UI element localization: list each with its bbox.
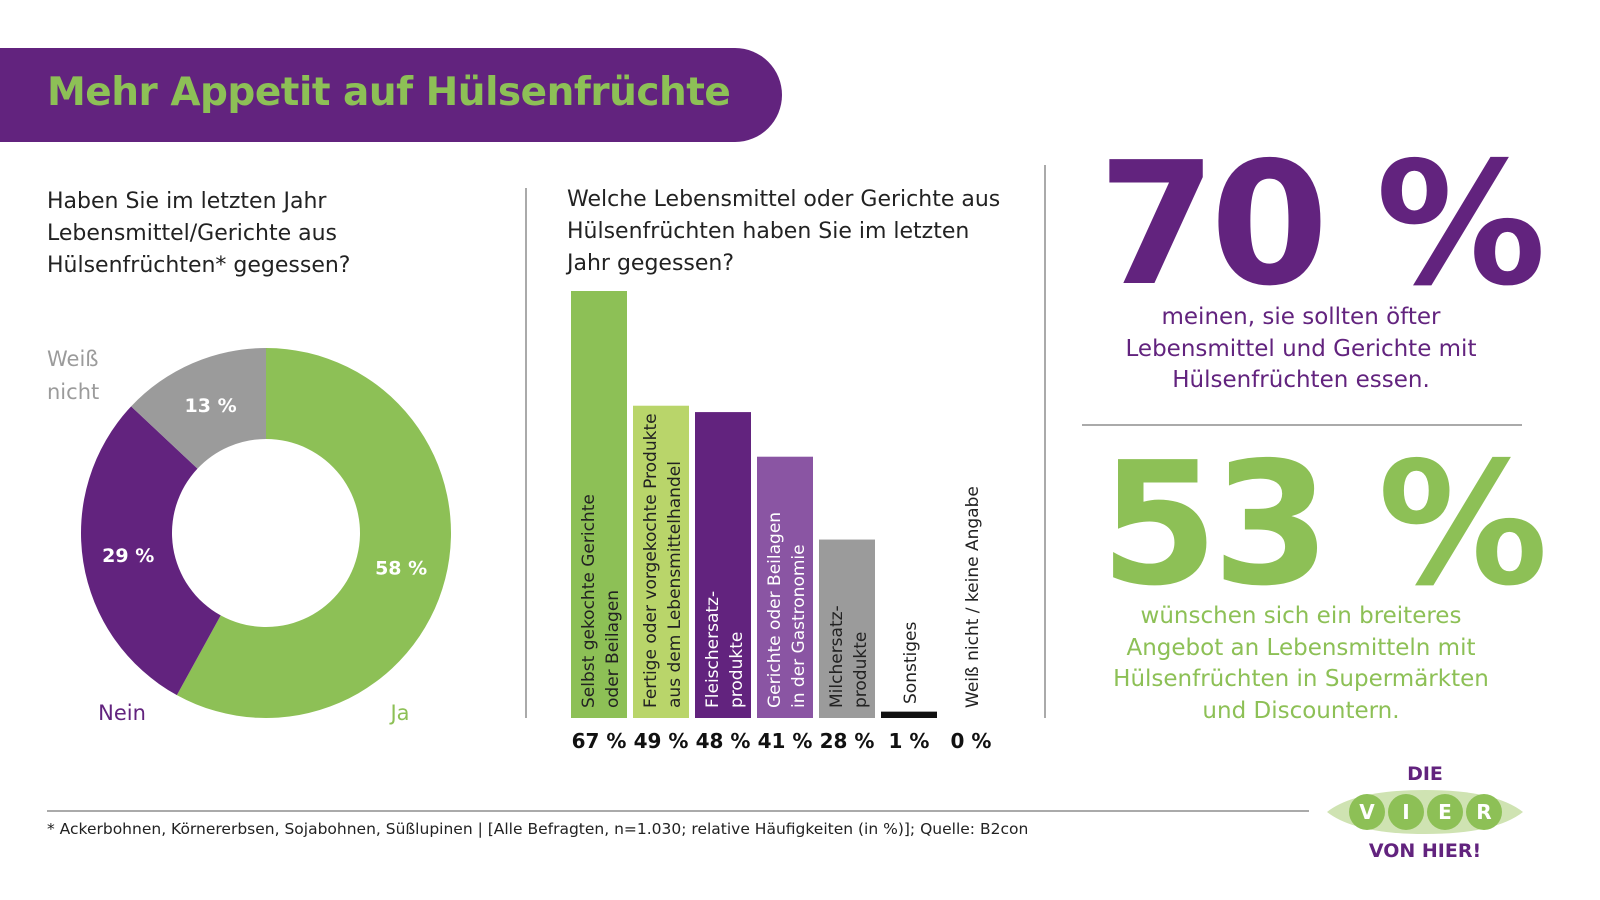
stat-70-text: meinen, sie sollten öfter Lebensmittel u… (1071, 302, 1531, 397)
stat-53-line: Angebot an Lebensmitteln mit (1126, 634, 1476, 661)
donut-category-label: nicht (47, 380, 99, 404)
stat-70-value: 70 % (1098, 126, 1546, 324)
divider-left (525, 188, 527, 718)
bar (633, 405, 689, 718)
donut-slice (80, 406, 221, 696)
bar (571, 291, 627, 718)
page-title: Mehr Appetit auf Hülsenfrüchte (47, 70, 731, 115)
donut-value-label: 13 % (185, 395, 237, 417)
logo-pea-letter: R (1476, 800, 1491, 824)
bar-value-label: 1 % (889, 729, 930, 753)
stat-53-line: wünschen sich ein breiteres (1140, 603, 1462, 629)
bar-category-label: in der Gastronomie (789, 544, 809, 708)
stats-divider (1082, 424, 1522, 426)
donut-category-label: Ja (388, 701, 409, 725)
bar-category-label: Weiß nicht / keine Angabe (963, 486, 983, 708)
logo-top-text: DIE (1407, 763, 1443, 785)
bar-category-label: Gerichte oder Beilagen (765, 512, 785, 708)
donut-slice (176, 348, 451, 718)
donut-slice (131, 348, 266, 469)
stat-70-line: Lebensmittel und Gerichte mit (1125, 335, 1477, 362)
bar-category-label: produkte (851, 632, 871, 708)
logo-pea (1349, 794, 1385, 830)
footnote: * Ackerbohnen, Körnererbsen, Sojabohnen,… (47, 820, 1029, 838)
bar-value-label: 0 % (951, 729, 992, 753)
bar-category-label: Selbst gekochte Gerichte (579, 494, 599, 708)
bar-category-label: Fleischersatz- (703, 591, 723, 708)
donut-question: Haben Sie im letzten Jahr Lebensmittel/G… (47, 189, 351, 278)
bar (757, 456, 813, 718)
stat-53-line: und Discountern. (1202, 697, 1400, 724)
bar-value-label: 48 % (696, 729, 751, 753)
bar-category-label: Fertige oder vorgekochte Produkte (641, 413, 661, 708)
bar-category-label: Sonstiges (901, 622, 921, 704)
bar-category-label: produkte (727, 632, 747, 708)
logo-pea (1427, 794, 1463, 830)
bar-value-label: 67 % (572, 729, 627, 753)
logo-pea (1466, 794, 1502, 830)
donut-value-label: 29 % (102, 545, 154, 567)
bar-category-label: Milchersatz- (827, 605, 847, 708)
bar-value-label: 49 % (634, 729, 689, 753)
divider-right (1044, 165, 1046, 718)
bar-category-label: oder Beilagen (603, 590, 623, 708)
footer-divider (47, 810, 1309, 812)
donut-category-label: Weiß (47, 347, 99, 371)
stat-53-value: 53 % (1100, 426, 1548, 624)
bar-value-label: 28 % (820, 729, 875, 753)
stat-53-text: wünschen sich ein breiteres Angebot an L… (1071, 601, 1531, 727)
bar (881, 711, 937, 718)
stat-70-line: Hülsenfrüchten essen. (1172, 367, 1430, 393)
title-banner: Mehr Appetit auf Hülsenfrüchte (0, 48, 782, 142)
logo-pea-letter: E (1438, 800, 1452, 824)
bar (819, 539, 875, 718)
donut-category-label: Nein (98, 701, 146, 725)
stat-53-line: Hülsenfrüchten in Supermärkten (1113, 666, 1489, 692)
bar-category-label: aus dem Lebensmittelhandel (665, 461, 685, 708)
bar-question: Welche Lebensmittel oder Gerichte aus Hü… (567, 187, 1001, 276)
donut-value-label: 58 % (375, 558, 427, 580)
logo-pea-letter: V (1359, 800, 1375, 824)
bar-value-label: 41 % (758, 729, 813, 753)
bar (695, 412, 751, 718)
logo-pea-letter: I (1402, 800, 1409, 824)
logo-pea (1388, 794, 1424, 830)
stat-70-line: meinen, sie sollten öfter (1161, 304, 1441, 330)
logo-bottom-text: VON HIER! (1369, 840, 1481, 862)
